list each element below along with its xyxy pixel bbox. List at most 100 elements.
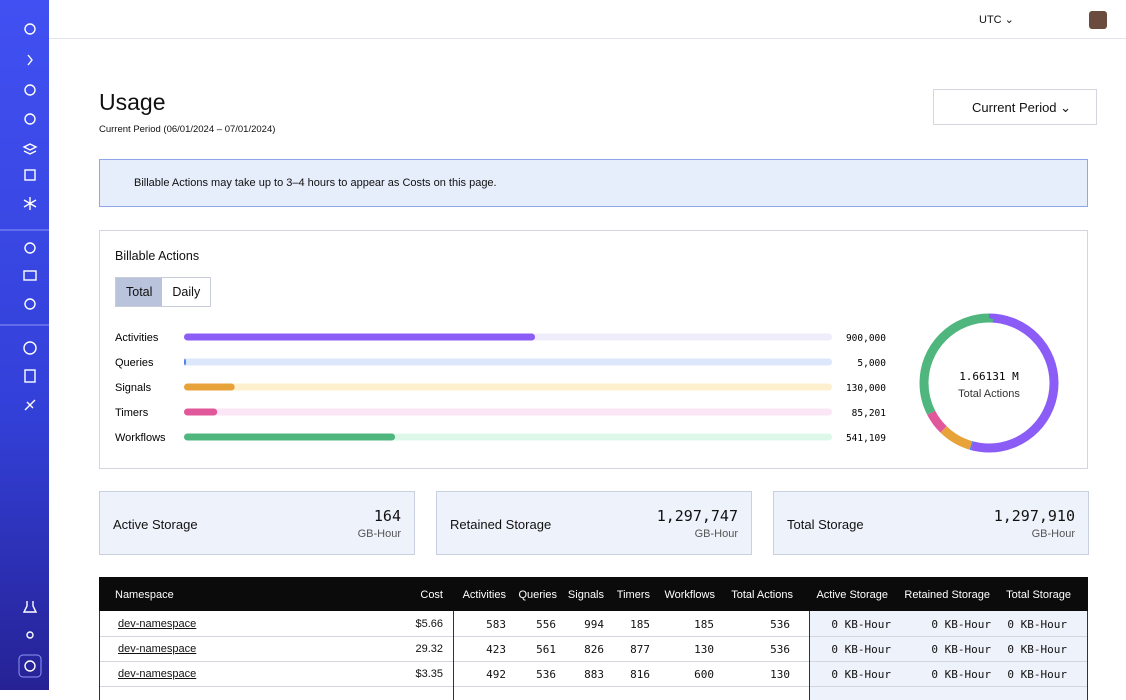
column-header: Queries	[518, 589, 557, 601]
tab[interactable]: Daily	[162, 278, 211, 306]
bar-name: Queries	[115, 357, 154, 369]
table-cell: $3.35	[415, 668, 443, 680]
row-divider	[99, 636, 1088, 637]
info-banner: Billable Actions may take up to 3–4 hour…	[99, 159, 1088, 207]
card-title: Billable Actions	[115, 249, 200, 263]
tabs: Total Daily	[115, 277, 212, 307]
storage-value: 164	[373, 507, 401, 525]
column-header: Timers	[616, 589, 650, 601]
column-header: Namespace	[115, 589, 174, 601]
bar	[184, 408, 218, 416]
timezone: UTC	[979, 14, 1002, 26]
table-cell: 0 KB-Hour	[931, 618, 991, 631]
top-bar: UTC ⌄	[49, 0, 1126, 39]
billable-chart: Activities 900,000 Queries 5,000 Signals 130,…	[115, 313, 1059, 453]
bar-value: 541,109	[846, 433, 886, 444]
storage-unit: GB-Hour	[357, 528, 401, 540]
table-cell: 130	[694, 643, 714, 656]
column-header: Cost	[420, 589, 443, 601]
bar-value: 900,000	[846, 333, 886, 344]
table-cell: 0 KB-Hour	[1007, 643, 1067, 656]
table-cell: 185	[694, 618, 714, 631]
table-cell: 0 KB-Hour	[1007, 618, 1067, 631]
row-divider	[99, 661, 1088, 662]
donut-caption: Total Actions	[958, 388, 1020, 400]
column-header: Activities	[462, 589, 506, 601]
bar	[184, 333, 536, 341]
bar-name: Workflows	[115, 432, 166, 444]
row-divider	[99, 686, 1088, 687]
table-cell: 536	[536, 668, 556, 681]
table-cell: 994	[584, 618, 604, 631]
storage-title: Total Storage	[787, 517, 864, 532]
table-cell: 561	[536, 643, 556, 656]
sidebar-icons	[0, 23, 49, 678]
table-header	[99, 577, 1088, 611]
period-button-label: Current Period	[972, 100, 1057, 115]
table-cell: 877	[630, 643, 650, 656]
table-cell: 0 KB-Hour	[931, 668, 991, 681]
column-header: Signals	[567, 589, 604, 601]
table-cell: 536	[770, 618, 790, 631]
banner-text: Billable Actions may take up to 3–4 hour…	[134, 177, 497, 189]
table-cell: 0 KB-Hour	[831, 668, 891, 681]
bar	[184, 358, 186, 366]
storage-card: Active Storage 164 GB-Hour	[99, 491, 415, 555]
page-title: Usage	[99, 89, 166, 115]
column-divider	[99, 611, 100, 700]
avatar[interactable]	[1089, 11, 1107, 29]
column-divider	[809, 611, 810, 700]
column-header: Active Storage	[816, 589, 888, 601]
column-divider	[1087, 611, 1088, 700]
table-cell: 185	[630, 618, 650, 631]
page-subtitle: Current Period (06/01/2024 – 07/01/2024)	[99, 124, 276, 135]
storage-card: Total Storage 1,297,910 GB-Hour	[773, 491, 1089, 555]
column-header: Total Storage	[1006, 589, 1071, 601]
table-cell: $5.66	[415, 618, 443, 630]
sidebar	[0, 0, 49, 690]
table-cell: 583	[486, 618, 506, 631]
table-cell: 816	[630, 668, 650, 681]
period-button[interactable]: Current Period ⌄	[933, 89, 1097, 125]
column-header: Total Actions	[731, 589, 793, 601]
tab[interactable]: Total	[116, 278, 163, 306]
bar-value: 130,000	[846, 383, 886, 394]
donut-total: 1.66131 M	[959, 370, 1019, 383]
table-cell: 423	[486, 643, 506, 656]
bar-value: 5,000	[857, 358, 886, 369]
bar-value: 85,201	[852, 408, 887, 419]
namespace-link[interactable]: dev-namespace	[118, 618, 197, 630]
bar	[184, 383, 235, 391]
column-header: Retained Storage	[904, 589, 990, 601]
storage-unit: GB-Hour	[1031, 528, 1075, 540]
table-cell: 0 KB-Hour	[1007, 668, 1067, 681]
table-cell: 600	[694, 668, 714, 681]
column-divider	[453, 611, 454, 700]
storage-card: Retained Storage 1,297,747 GB-Hour	[436, 491, 752, 555]
storage-title: Active Storage	[113, 517, 198, 532]
storage-unit: GB-Hour	[694, 528, 738, 540]
bar-name: Timers	[115, 407, 149, 419]
storage-title: Retained Storage	[450, 517, 552, 532]
billable-actions-card: Billable Actions Total Daily	[99, 230, 1088, 469]
bar-track	[184, 383, 832, 391]
namespace-link[interactable]: dev-namespace	[118, 668, 197, 680]
table-cell: 556	[536, 618, 556, 631]
storage-value: 1,297,910	[993, 507, 1075, 525]
table-cell: 883	[584, 668, 604, 681]
storage-value: 1,297,747	[656, 507, 738, 525]
bar-name: Activities	[115, 332, 159, 344]
column-header: Workflows	[664, 589, 715, 601]
table-cell: 29.32	[415, 643, 443, 655]
storage-columns-bg	[809, 611, 1088, 700]
table-cell: 0 KB-Hour	[831, 643, 891, 656]
table-cell: 130	[770, 668, 790, 681]
bar-track	[184, 358, 832, 366]
bar-track	[184, 408, 832, 416]
table-cell: 0 KB-Hour	[931, 643, 991, 656]
table-cell: 826	[584, 643, 604, 656]
namespace-link[interactable]: dev-namespace	[118, 643, 197, 655]
timezone-selector[interactable]: UTC ⌄	[979, 14, 1014, 26]
table-cell: 0 KB-Hour	[831, 618, 891, 631]
